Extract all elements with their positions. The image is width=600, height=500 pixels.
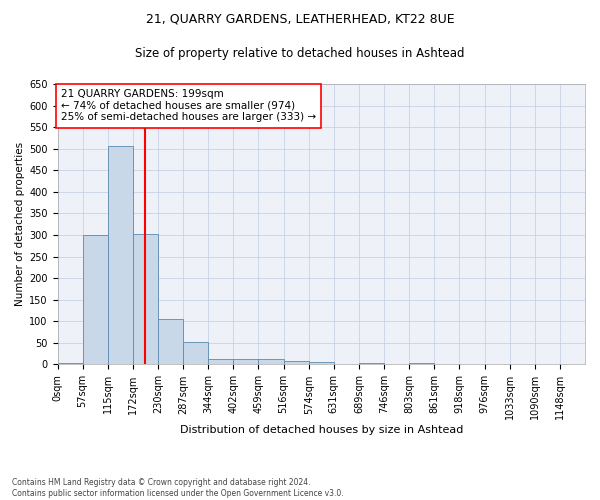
Bar: [108, 146, 133, 364]
X-axis label: Distribution of detached houses by size in Ashtead: Distribution of detached houses by size …: [179, 425, 463, 435]
Bar: [158, 319, 183, 364]
Bar: [133, 234, 158, 364]
Bar: [183, 342, 208, 364]
Bar: [208, 360, 233, 364]
Text: Contains HM Land Registry data © Crown copyright and database right 2024.
Contai: Contains HM Land Registry data © Crown c…: [12, 478, 344, 498]
Bar: [359, 362, 384, 364]
Y-axis label: Number of detached properties: Number of detached properties: [15, 142, 25, 306]
Bar: [409, 363, 434, 364]
Bar: [83, 235, 108, 364]
Text: 21, QUARRY GARDENS, LEATHERHEAD, KT22 8UE: 21, QUARRY GARDENS, LEATHERHEAD, KT22 8U…: [146, 12, 454, 26]
Bar: [308, 362, 334, 364]
Bar: [58, 363, 83, 364]
Text: 21 QUARRY GARDENS: 199sqm
← 74% of detached houses are smaller (974)
25% of semi: 21 QUARRY GARDENS: 199sqm ← 74% of detac…: [61, 89, 316, 122]
Bar: [233, 359, 259, 364]
Text: Size of property relative to detached houses in Ashtead: Size of property relative to detached ho…: [135, 48, 465, 60]
Bar: [284, 361, 308, 364]
Bar: [259, 360, 284, 364]
